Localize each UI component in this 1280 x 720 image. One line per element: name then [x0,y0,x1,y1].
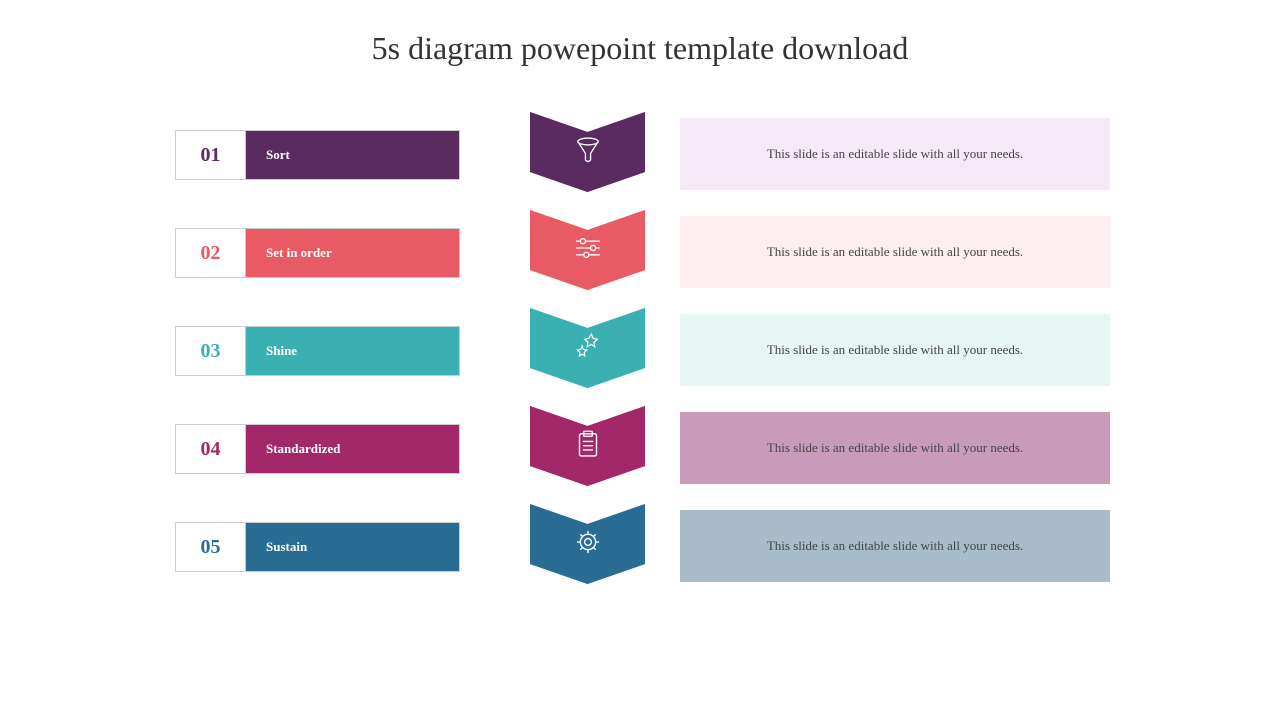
description-box-1: This slide is an editable slide with all… [680,118,1110,190]
step-label: Sustain [246,523,459,571]
step-number: 03 [176,327,246,375]
step-item-5: 05Sustain [175,522,460,572]
chevron-5 [530,504,645,584]
chevron-column [530,112,645,602]
step-item-2: 02Set in order [175,228,460,278]
sliders-icon [571,231,605,270]
content-area: 01Sort 02Set in order 03Shine 04Standardize… [0,130,1280,650]
chevron-4 [530,406,645,486]
slide-title: 5s diagram powepoint template download [0,0,1280,67]
step-number: 02 [176,229,246,277]
description-column: This slide is an editable slide with all… [680,118,1110,608]
step-item-4: 04Standardized [175,424,460,474]
step-label: Standardized [246,425,459,473]
step-label: Set in order [246,229,459,277]
step-number: 04 [176,425,246,473]
step-number: 01 [176,131,246,179]
clipboard-icon [571,427,605,466]
step-number: 05 [176,523,246,571]
description-box-5: This slide is an editable slide with all… [680,510,1110,582]
step-item-1: 01Sort [175,130,460,180]
step-item-3: 03Shine [175,326,460,376]
description-box-3: This slide is an editable slide with all… [680,314,1110,386]
chevron-2 [530,210,645,290]
chevron-1 [530,112,645,192]
stars-icon [571,329,605,368]
chevron-3 [530,308,645,388]
gear-icon [571,525,605,564]
step-label: Shine [246,327,459,375]
description-box-4: This slide is an editable slide with all… [680,412,1110,484]
description-box-2: This slide is an editable slide with all… [680,216,1110,288]
steps-column: 01Sort 02Set in order 03Shine 04Standardize… [175,130,460,620]
step-label: Sort [246,131,459,179]
funnel-icon [571,133,605,172]
